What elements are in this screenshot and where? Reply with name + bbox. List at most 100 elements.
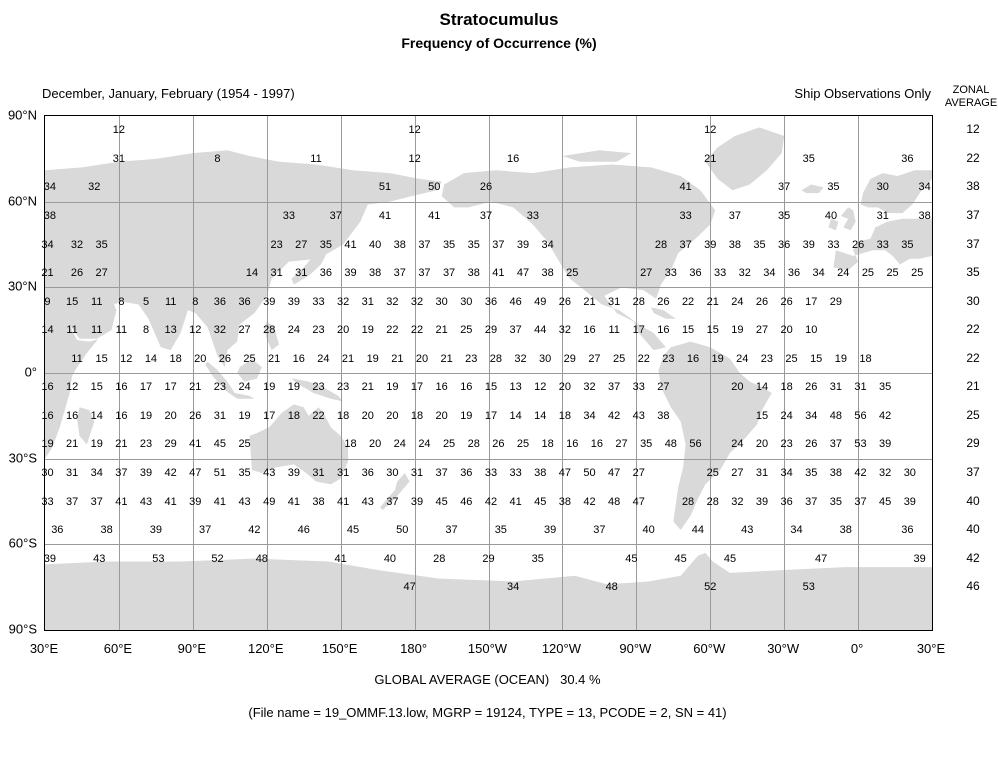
cell-value: 48: [608, 495, 621, 508]
cell-value: 45: [625, 552, 638, 565]
cell-value: 56: [689, 438, 702, 451]
cell-value: 38: [312, 495, 325, 508]
cell-value: 25: [911, 267, 924, 280]
cell-value: 39: [43, 552, 57, 565]
cell-value: 34: [43, 181, 57, 194]
cell-value: 53: [854, 438, 867, 451]
zonal-average-value: 12: [966, 122, 980, 137]
cell-value: 35: [640, 438, 653, 451]
cell-value: 26: [805, 438, 818, 451]
cell-value: 38: [558, 495, 571, 508]
lon-axis-label: 60°E: [103, 641, 133, 656]
zonal-average-value: 21: [966, 379, 980, 394]
cell-value: 19: [366, 352, 379, 365]
x-axis-longitude-labels: 30°E 60°E 90°E 120°E 150°E 180° 150°W 120°W 90°W…: [30, 641, 945, 659]
landmass-new-zealand: [380, 472, 410, 511]
cell-value: 31: [755, 466, 769, 479]
landmass-iceland: [801, 184, 824, 194]
cell-value: 37: [418, 238, 431, 251]
cell-value: 19: [90, 438, 103, 451]
cell-value: 8: [118, 295, 125, 308]
season-label: December, January, February (1954 - 1997…: [42, 86, 295, 101]
cell-value: 34: [90, 466, 103, 479]
cell-value: 32: [70, 238, 84, 251]
landmass-philippines: [264, 321, 280, 351]
cell-value: 45: [674, 552, 687, 565]
cell-value: 38: [728, 238, 741, 251]
cell-value: 31: [410, 466, 424, 479]
cell-value: 28: [489, 352, 503, 365]
cell-value: 42: [854, 466, 867, 479]
cell-value: 25: [566, 267, 579, 280]
cell-value: 36: [780, 495, 793, 508]
zonal-average-header: ZONAL AVERAGE: [944, 84, 998, 110]
cell-value: 39: [903, 495, 916, 508]
cell-value: 12: [120, 352, 133, 365]
cell-value: 35: [829, 495, 843, 508]
cell-value: 33: [41, 495, 54, 508]
cell-value: 33: [526, 209, 539, 222]
cell-value: 49: [534, 295, 547, 308]
zonal-average-value: 37: [966, 236, 980, 251]
lat-axis-label: 90°N: [7, 107, 37, 123]
cell-value: 27: [755, 324, 769, 337]
cell-value: 25: [706, 466, 719, 479]
cell-value: 33: [312, 295, 325, 308]
zonal-header-line2: AVERAGE: [944, 97, 998, 109]
cell-value: 17: [805, 295, 818, 308]
cell-value: 34: [41, 238, 54, 251]
file-info-label: (File name = 19_OMMF.13.low, MGRP = 1912…: [248, 705, 727, 720]
landmass-britain: [840, 207, 856, 231]
cell-value: 23: [312, 381, 325, 394]
cell-value: 51: [213, 466, 227, 479]
landmass-europe: [833, 218, 932, 271]
cell-value: 25: [516, 438, 530, 451]
y-axis-latitude-labels: 90°N 60°N 30°N 0° 30°S 60°S 90°S: [0, 108, 40, 637]
cell-value: 19: [711, 352, 724, 365]
cell-value: 36: [319, 267, 332, 280]
cell-value: 35: [442, 238, 456, 251]
cell-value: 20: [755, 438, 769, 451]
cell-value: 33: [664, 267, 677, 280]
lon-axis-label: 60°W: [693, 641, 726, 656]
zonal-averages-column: 12 22 38 37 37 35 30 22 22 21 25 29 37 40 40 42 46: [948, 115, 998, 629]
cell-value: 24: [780, 409, 793, 422]
cell-value: 28: [433, 552, 446, 565]
cell-value: 32: [558, 324, 571, 337]
cell-value: 35: [238, 466, 251, 479]
cell-value: 26: [492, 438, 505, 451]
cell-value: 42: [248, 524, 261, 537]
cell-value: 39: [287, 295, 300, 308]
cell-value: 14: [755, 381, 769, 394]
source-note: Ship Observations Only: [794, 86, 931, 101]
lon-axis-label: 30°E: [916, 641, 946, 656]
cell-value: 11: [608, 324, 620, 337]
cell-value: 34: [805, 409, 818, 422]
cell-value: 21: [706, 295, 719, 308]
landmass-australia: [249, 404, 349, 485]
cell-value: 12: [408, 124, 421, 137]
cell-value: 16: [507, 152, 520, 165]
cell-value: 20: [337, 324, 350, 337]
cell-value: 21: [361, 381, 374, 394]
cell-value: 24: [287, 324, 300, 337]
cell-value: 23: [139, 438, 153, 451]
cell-value: 37: [509, 324, 522, 337]
cell-value: 34: [918, 181, 931, 194]
zonal-average-value: 37: [966, 207, 980, 222]
cell-value: 41: [213, 495, 227, 508]
cell-value: 25: [442, 438, 456, 451]
cell-value: 35: [95, 238, 108, 251]
lat-axis-label: 90°S: [8, 621, 37, 637]
cell-value: 33: [484, 466, 498, 479]
grid-line-parallel: [45, 287, 932, 289]
landmass-madagascar: [77, 407, 95, 445]
cell-value: 47: [558, 466, 571, 479]
cell-value: 21: [391, 352, 404, 365]
cell-value: 8: [214, 152, 221, 165]
cell-value: 41: [378, 209, 392, 222]
cell-value: 26: [780, 295, 793, 308]
cell-value: 12: [408, 152, 421, 165]
cell-value: 33: [509, 466, 522, 479]
cell-value: 37: [90, 495, 103, 508]
